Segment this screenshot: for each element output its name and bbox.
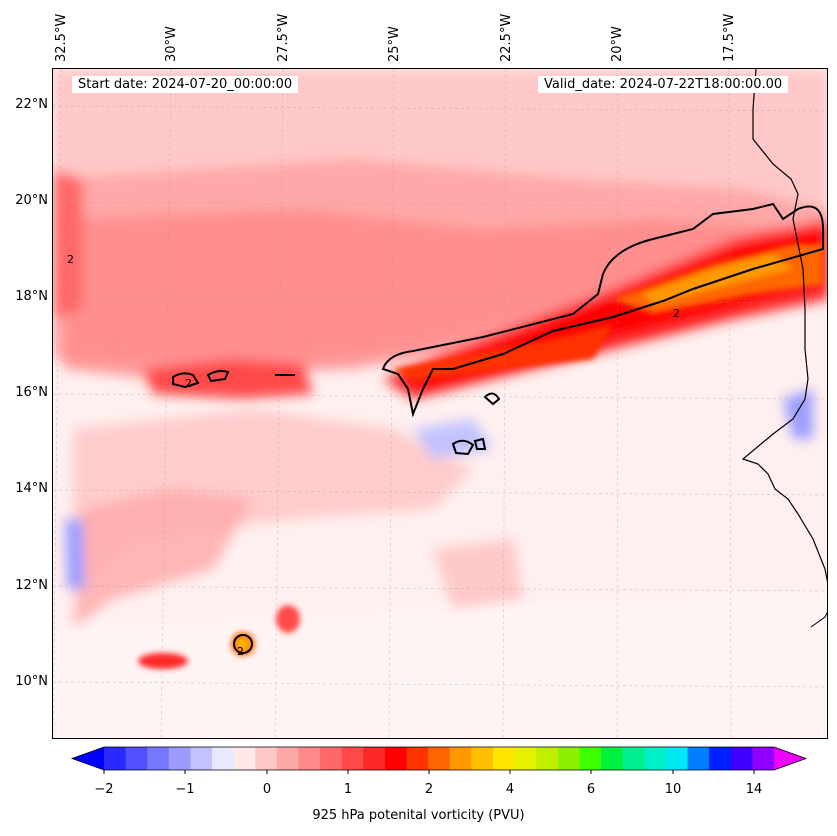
colorbar-cell [320,747,343,770]
colorbar-cell [190,747,213,770]
colorbar-label: 925 hPa potenital vorticity (PVU) [312,808,525,823]
colorbar-cell [341,747,364,770]
colorbar-cell [536,747,559,770]
contour-label: 2 [185,377,192,390]
colorbar-cell [579,747,602,770]
map-panel: 2 2 2 2 [52,68,828,739]
colorbar-tick: 0 [262,782,272,797]
colorbar-cell [665,747,689,770]
gridlines [53,69,827,738]
colorbar-extend-min [72,747,104,770]
coastline [741,69,827,583]
contour-label: 2 [67,253,74,266]
lon-label: 25°W [387,26,402,62]
colorbar-cell [557,747,580,770]
lat-label: 16°N [15,385,48,400]
colorbar-cell [276,747,300,770]
colorbar-outline [70,746,808,771]
colorbar-cell [125,747,148,770]
lat-label: 22°N [15,97,48,112]
colorbar-cell [406,747,429,770]
valid-date-label: Valid_date: 2024-07-22T18:00:00.00 [538,76,789,93]
lon-label: 27.5°W [276,13,291,62]
lon-label: 22.5°W [499,13,514,62]
colorbar-cell [233,747,256,770]
coastline-islands [810,611,827,628]
colorbar-cell [493,747,516,770]
colorbar-cell [644,747,667,770]
contour-labels: 2 2 2 2 [67,253,680,658]
colorbar-cell [449,747,472,770]
colorbar-cell [147,747,170,770]
colorbar-tick: −2 [94,782,114,797]
lon-label: 20°W [610,26,625,62]
colorbar-cell [168,747,191,770]
colorbar-cell [687,747,710,770]
pv-2-contour-lines [172,202,824,654]
colorbar-cell [471,747,494,770]
colorbar-tick: 14 [745,782,763,797]
colorbar-cell [601,747,624,770]
pv-field-map: 2 2 2 2 [53,69,827,738]
colorbar-tick: 4 [505,782,515,797]
colorbar-cell [104,747,127,770]
colorbar-tick: 2 [424,782,434,797]
colorbar-cell [622,747,645,770]
lon-label: 17.5°W [722,13,737,62]
contour-label: 2 [673,307,680,320]
colorbar-cell [514,747,537,770]
colorbar-tick: 6 [586,782,596,797]
colorbar-cell [428,747,451,770]
colorbar-cell [255,747,278,770]
lon-label: 32.5°W [54,13,69,62]
lat-label: 14°N [15,481,48,496]
colorbar-cell [363,747,386,770]
colorbar-extend-max [774,747,806,770]
colorbar-cell [384,747,408,770]
colorbar-cell [709,747,732,770]
colorbar-tick: −1 [175,782,195,797]
lat-label: 20°N [15,193,48,208]
lon-label: 30°W [164,26,179,62]
colorbar-tick: 10 [664,782,682,797]
colorbar-cell [730,747,753,770]
colorbar-tick: 1 [343,782,353,797]
lat-label: 12°N [15,578,48,593]
contour-label: 2 [237,645,244,658]
start-date-label: Start date: 2024-07-20_00:00:00 [72,76,299,93]
lat-label: 18°N [15,289,48,304]
colorbar-cell [298,747,321,770]
colorbar-cell [212,747,235,770]
colorbar-cell [752,747,775,770]
lat-label: 10°N [15,674,48,689]
